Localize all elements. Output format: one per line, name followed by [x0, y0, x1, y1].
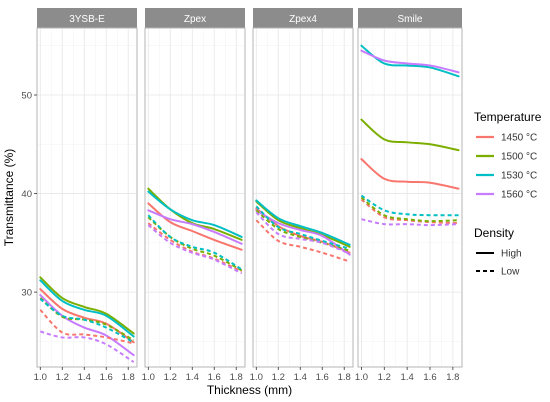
- series-line-1560-high: [147, 209, 243, 245]
- facet-strip: [358, 8, 462, 28]
- x-tick-label: 1.8: [122, 372, 135, 383]
- facet-title: 3YSB-E: [69, 14, 105, 25]
- facet-title: Zpex: [184, 14, 206, 25]
- series-line-1530-high: [255, 199, 351, 246]
- series-line-1530-low: [255, 205, 350, 250]
- series-line-1560-high: [39, 294, 135, 357]
- x-tick-label: 1.0: [34, 372, 47, 383]
- legend-label-temperature: 1450 °C: [501, 133, 537, 144]
- legend-title-temperature: Temperature: [474, 110, 542, 124]
- facet-panel-zpex4: Zpex4 1.0 1.2 1.4 1.6 1.8: [250, 8, 354, 383]
- panel-border: [36, 27, 138, 368]
- series-line-1560-low: [147, 224, 243, 275]
- facet-panel-smile: Smile 1.0 1.2 1.4 1.6 1.8: [355, 8, 463, 383]
- series-line-1500-high: [360, 118, 460, 152]
- series-line-1530-low: [360, 194, 459, 217]
- x-tick-label: 1.6: [423, 372, 436, 383]
- x-tick-label: 1.4: [78, 372, 91, 383]
- x-tick-label: 1.8: [230, 372, 243, 383]
- x-axis-title: Thickness (mm): [207, 383, 292, 397]
- series-line-1500-low: [147, 216, 243, 272]
- y-tick-label: 40: [21, 189, 32, 200]
- panel-border: [252, 27, 354, 368]
- legend-label-temperature: 1500 °C: [501, 152, 537, 163]
- series-line-1560-low: [40, 330, 135, 363]
- x-tick-label: 1.6: [208, 372, 221, 383]
- x-tick-label: 1.0: [142, 372, 155, 383]
- panel-background: [252, 27, 354, 368]
- series-line-1560-high: [360, 49, 460, 74]
- series-line-1500-high: [39, 276, 135, 335]
- x-tick-label: 1.0: [355, 372, 368, 383]
- legend-title-density: Density: [474, 226, 514, 240]
- panel-background: [357, 27, 463, 368]
- y-axis-title: Transmittance (%): [2, 149, 16, 247]
- facet-panel-zpex: Zpex 1.0 1.2 1.4 1.6 1.8: [142, 8, 246, 383]
- series-line-1560-high: [255, 209, 351, 256]
- series-line-1530-high: [39, 279, 135, 338]
- panel-border: [144, 27, 246, 368]
- x-tick-label: 1.4: [186, 372, 199, 383]
- facet-strip: [145, 8, 245, 28]
- x-tick-label: 1.2: [378, 372, 391, 383]
- x-tick-label: 1.8: [446, 372, 459, 383]
- series-line-1450-low: [39, 309, 134, 345]
- series-line-1450-low: [255, 219, 351, 263]
- facet-panel-3ysb-e: 3YSB-E 1.0 1.2 1.4 1.6 1.8: [34, 8, 138, 383]
- series-line-1500-high: [255, 200, 351, 248]
- facet-strip: [253, 8, 353, 28]
- panel-border: [357, 27, 463, 368]
- series-line-1560-low: [361, 218, 459, 227]
- series-line-1530-low: [39, 298, 135, 344]
- x-tick-label: 1.8: [338, 372, 351, 383]
- series-line-1450-high: [39, 288, 135, 344]
- x-tick-label: 1.4: [294, 372, 307, 383]
- legend-label-temperature: 1530 °C: [501, 171, 537, 182]
- panel-background: [144, 27, 246, 368]
- legend-label-density: Low: [501, 267, 520, 278]
- facet-strip: [37, 8, 137, 28]
- series-line-1500-low: [360, 196, 459, 223]
- series-line-1530-high: [147, 190, 243, 238]
- series-line-1450-high: [360, 158, 460, 190]
- y-tick-label: 30: [21, 288, 32, 299]
- series-line-1530-low: [147, 214, 243, 271]
- facet-title: Zpex4: [289, 14, 317, 25]
- y-tick-label: 50: [21, 91, 32, 102]
- series-line-1560-low: [255, 211, 351, 255]
- facet-title: Smile: [397, 14, 422, 25]
- x-tick-label: 1.6: [316, 372, 329, 383]
- legend-label-temperature: 1560 °C: [501, 190, 537, 201]
- panel-background: [36, 27, 138, 368]
- series-line-1500-low: [255, 209, 350, 252]
- x-tick-label: 1.0: [250, 372, 263, 383]
- x-tick-label: 1.4: [401, 372, 414, 383]
- x-tick-label: 1.6: [100, 372, 113, 383]
- x-tick-label: 1.2: [272, 372, 285, 383]
- x-tick-label: 1.2: [164, 372, 177, 383]
- x-tick-label: 1.2: [56, 372, 69, 383]
- legend-label-density: High: [501, 249, 522, 260]
